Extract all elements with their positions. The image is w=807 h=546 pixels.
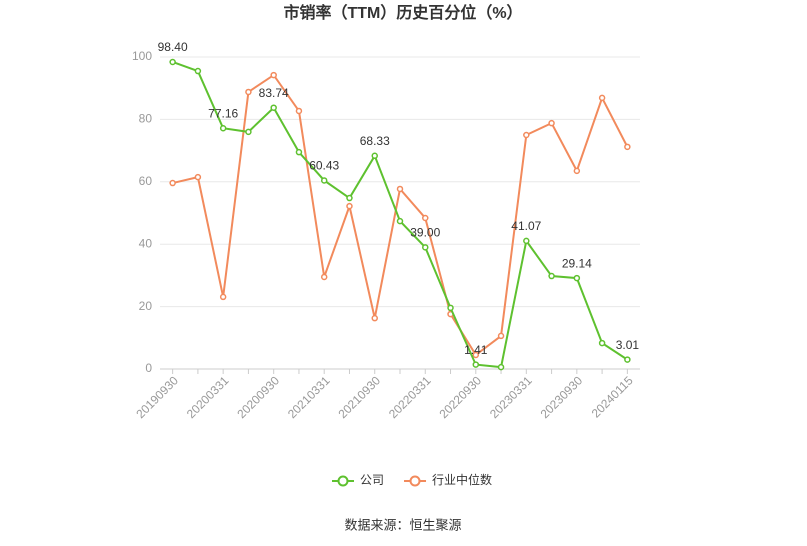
point [270,104,277,111]
data-label: 39.00 [410,225,440,239]
x-tick-label: 20210331 [285,373,333,421]
legend-label: 公司 [360,473,384,487]
point [295,107,303,115]
x-tick-label: 20200331 [184,373,232,421]
point [624,356,631,363]
point [346,202,353,210]
point [422,244,429,251]
point [598,339,606,347]
y-tick-label: 0 [145,361,152,375]
point [219,125,227,132]
point [447,304,454,312]
point [573,274,581,282]
data-label: 41.07 [511,219,541,233]
y-tick-label: 60 [139,174,153,188]
point [497,332,505,340]
point [422,214,429,222]
chart-title: 市销率（TTM）历史百分位（%） [283,3,522,22]
point [194,67,202,75]
legend-label: 行业中位数 [432,472,492,487]
y-tick-label: 40 [139,236,153,250]
x-tick-label: 20230331 [487,373,535,421]
point [523,237,530,245]
point [371,314,378,322]
data-label: 3.01 [616,338,640,352]
x-tick-label: 20190930 [133,373,181,421]
x-tick-label: 20220930 [437,373,485,421]
point [194,173,202,181]
x-tick-label: 20210930 [335,373,383,421]
point [472,351,480,359]
point [270,71,277,79]
point [245,88,252,96]
series-line [172,61,628,369]
point [396,185,404,193]
point [219,293,227,301]
x-tick-label: 20220331 [386,373,434,421]
point [320,273,328,281]
legend-marker [337,475,349,487]
source: 数据来源：恒生聚源 [344,517,461,532]
y-tick-label: 80 [139,112,153,126]
point [598,94,606,102]
point [523,131,530,139]
data-label: 1.41 [464,343,488,357]
data-label: 60.43 [309,159,339,173]
point [245,128,252,136]
point [295,148,303,156]
point [573,167,581,175]
legend-marker [409,475,421,487]
data-label: 83.74 [259,86,289,100]
point [472,361,480,368]
point [346,194,353,202]
point [624,143,631,151]
legend-item[interactable]: 公司 [332,473,384,487]
point [169,58,176,66]
point [169,179,176,187]
series-line [172,73,629,357]
data-label: 29.14 [562,256,592,270]
point [548,272,555,280]
x-tick-label: 20230930 [538,373,586,421]
legend-item[interactable]: 行业中位数 [404,472,492,487]
point [497,363,505,371]
data-label: 77.16 [208,106,238,120]
y-tick-label: 100 [132,49,152,63]
x-tick-label: 20240115 [589,373,636,420]
y-tick-label: 20 [139,299,153,313]
point [371,152,378,160]
point [396,217,404,225]
point [320,177,328,184]
data-label: 68.33 [360,134,390,148]
point [548,119,555,127]
data-label: 98.40 [158,40,188,54]
x-tick-label: 20200930 [234,373,282,421]
